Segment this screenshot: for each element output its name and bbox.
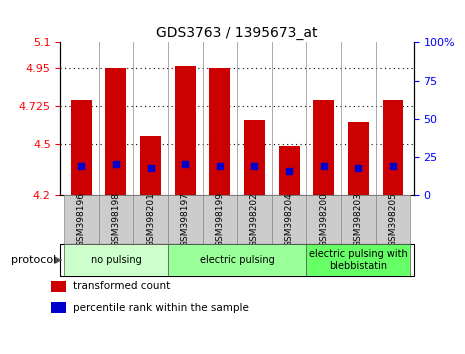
Bar: [168, 195, 202, 244]
Bar: [341, 195, 376, 244]
Bar: [313, 100, 334, 195]
Bar: [51, 302, 66, 313]
Text: GSM398196: GSM398196: [77, 192, 86, 247]
Bar: [99, 195, 133, 244]
Text: electric pulsing with
blebbistatin: electric pulsing with blebbistatin: [309, 249, 408, 271]
Bar: [306, 244, 411, 276]
Bar: [383, 100, 404, 195]
Text: GSM398201: GSM398201: [146, 192, 155, 247]
Bar: [71, 100, 92, 195]
Text: protocol: protocol: [11, 255, 56, 265]
Title: GDS3763 / 1395673_at: GDS3763 / 1395673_at: [156, 26, 318, 40]
Text: GSM398200: GSM398200: [319, 192, 328, 247]
Text: GSM398198: GSM398198: [112, 192, 120, 247]
Bar: [376, 195, 411, 244]
Text: electric pulsing: electric pulsing: [200, 255, 274, 265]
Bar: [64, 195, 99, 244]
Bar: [244, 120, 265, 195]
Bar: [140, 136, 161, 195]
Text: GSM398199: GSM398199: [215, 192, 224, 247]
Text: GSM398205: GSM398205: [389, 192, 398, 247]
Bar: [168, 244, 306, 276]
Bar: [175, 66, 196, 195]
Bar: [209, 68, 230, 195]
Text: percentile rank within the sample: percentile rank within the sample: [73, 303, 249, 313]
Text: transformed count: transformed count: [73, 281, 170, 291]
Bar: [237, 195, 272, 244]
Bar: [272, 195, 306, 244]
Text: GSM398197: GSM398197: [181, 192, 190, 247]
Bar: [202, 195, 237, 244]
Text: no pulsing: no pulsing: [91, 255, 141, 265]
Bar: [348, 122, 369, 195]
Text: GSM398204: GSM398204: [285, 192, 293, 247]
Bar: [106, 68, 126, 195]
Bar: [133, 195, 168, 244]
Text: GSM398203: GSM398203: [354, 192, 363, 247]
Bar: [279, 145, 299, 195]
Bar: [64, 244, 168, 276]
Bar: [51, 281, 66, 292]
Text: GSM398202: GSM398202: [250, 192, 259, 247]
Bar: [306, 195, 341, 244]
